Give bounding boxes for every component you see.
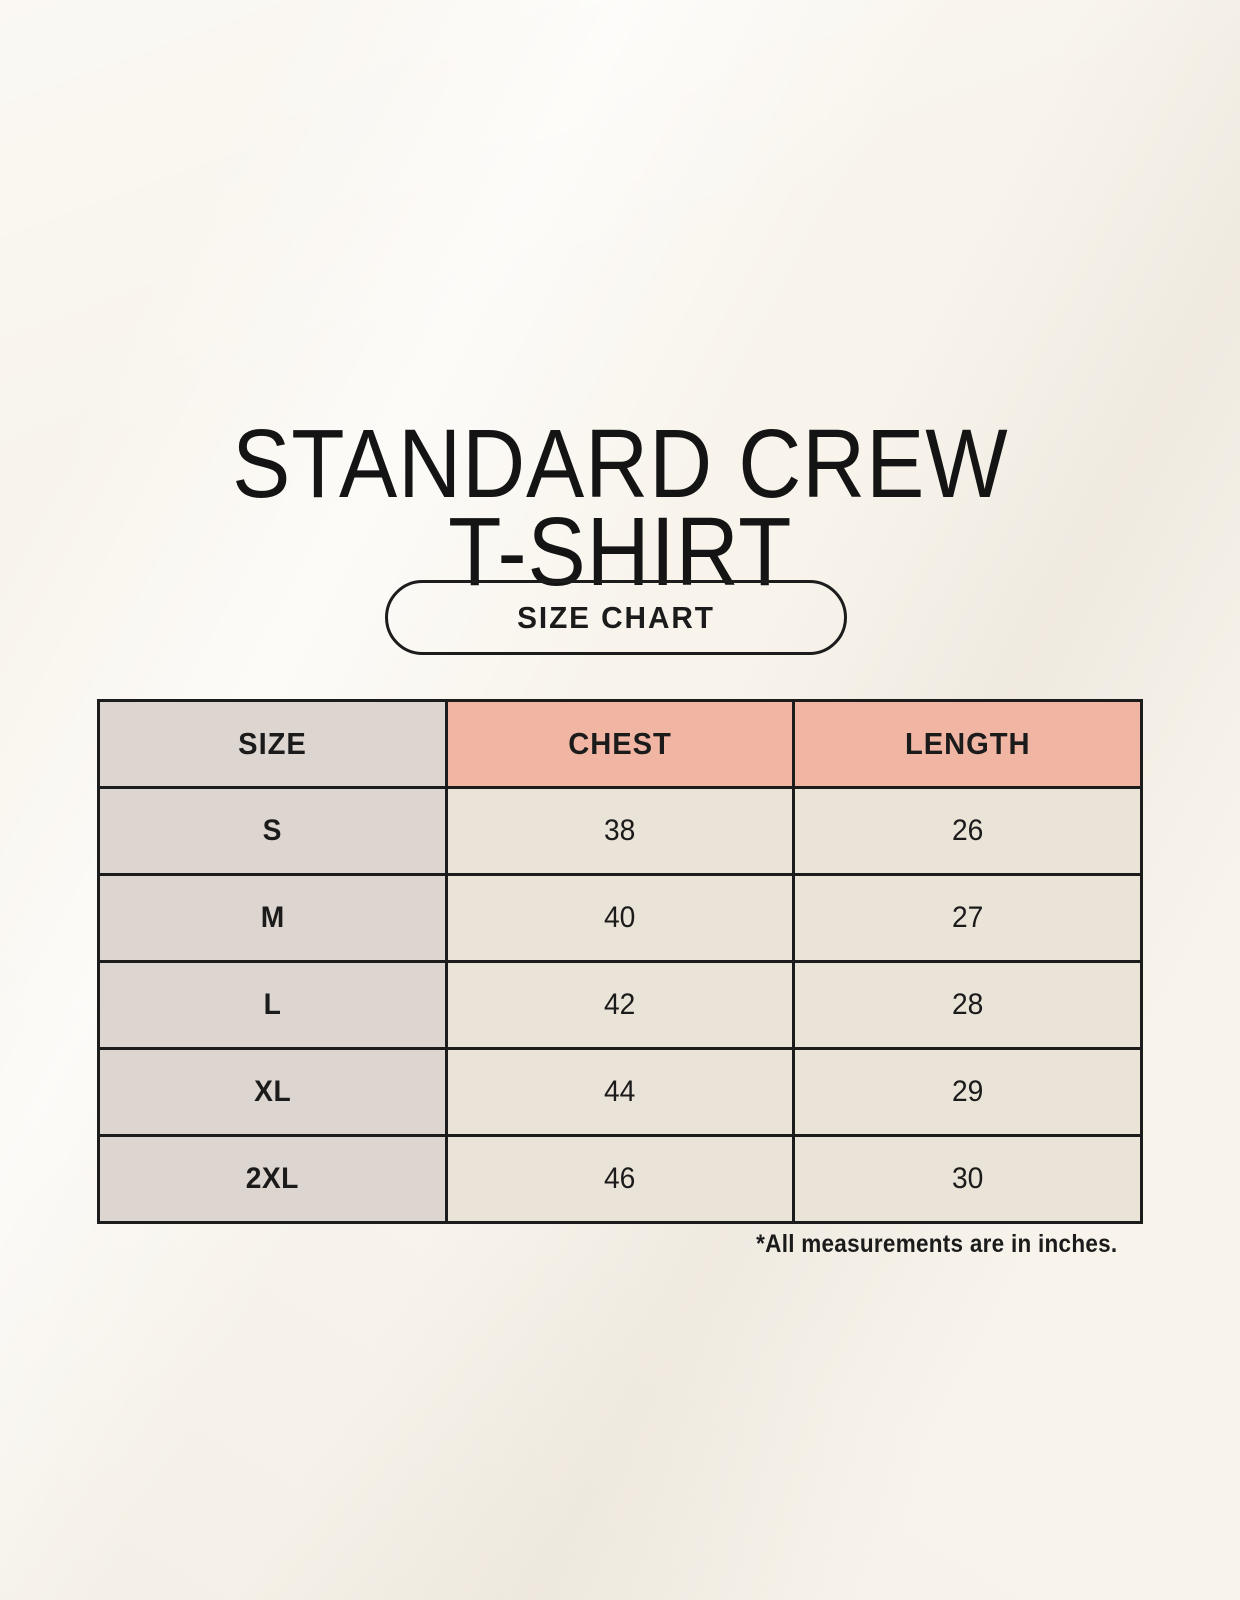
column-header-length-label: LENGTH — [904, 726, 1031, 761]
size-cell: 2XL — [97, 1134, 448, 1224]
column-header-size: SIZE — [97, 699, 448, 789]
chest-cell: 40 — [444, 873, 796, 963]
size-cell: XL — [97, 1047, 448, 1137]
chest-cell: 38 — [444, 786, 796, 876]
size-cell: L — [97, 960, 448, 1050]
table-header-row: SIZE CHEST LENGTH — [97, 699, 1143, 789]
length-cell: 26 — [792, 786, 1143, 876]
chest-cell: 44 — [444, 1047, 796, 1137]
column-header-chest: CHEST — [444, 699, 796, 789]
size-label: XL — [253, 1075, 291, 1108]
length-cell: 27 — [792, 873, 1143, 963]
size-chart-badge-label: SIZE CHART — [517, 599, 715, 635]
size-chart-table: SIZE CHEST LENGTH S 38 26 M 40 27 L 42 2… — [97, 699, 1143, 1224]
column-header-chest-label: CHEST — [568, 726, 672, 761]
length-cell: 29 — [792, 1047, 1143, 1137]
measurements-note: *All measurements are in inches. — [97, 1230, 1117, 1259]
column-header-length: LENGTH — [792, 699, 1143, 789]
size-label: L — [263, 988, 282, 1021]
length-cell: 28 — [792, 960, 1143, 1050]
length-value: 26 — [951, 814, 984, 847]
length-value: 28 — [951, 988, 984, 1021]
table-row-xl: XL 44 29 — [97, 1047, 1143, 1137]
measurements-note-text: *All measurements are in inches. — [755, 1230, 1117, 1258]
table-row-2xl: 2XL 46 30 — [97, 1134, 1143, 1224]
size-cell: S — [97, 786, 448, 876]
chest-value: 40 — [604, 901, 636, 934]
table-row-s: S 38 26 — [97, 786, 1143, 876]
length-cell: 30 — [792, 1134, 1143, 1224]
chest-cell: 46 — [444, 1134, 796, 1224]
chest-value: 42 — [604, 988, 636, 1021]
chest-value: 44 — [604, 1075, 636, 1108]
table-row-m: M 40 27 — [97, 873, 1143, 963]
size-label: S — [262, 814, 282, 847]
size-chart-badge: SIZE CHART — [385, 580, 847, 655]
page-title: STANDARD CREW T-SHIRT — [0, 408, 1240, 606]
size-cell: M — [97, 873, 448, 963]
table-row-l: L 42 28 — [97, 960, 1143, 1050]
length-value: 27 — [951, 901, 984, 934]
size-label: 2XL — [245, 1162, 299, 1195]
page-title-line-2: T-SHIRT — [447, 496, 793, 606]
chest-cell: 42 — [444, 960, 796, 1050]
column-header-size-label: SIZE — [238, 726, 307, 761]
length-value: 29 — [951, 1075, 984, 1108]
length-value: 30 — [951, 1162, 984, 1195]
chest-value: 46 — [604, 1162, 636, 1195]
chest-value: 38 — [604, 814, 636, 847]
size-label: M — [260, 901, 285, 934]
page-title-line-1: STANDARD CREW — [231, 408, 1009, 518]
